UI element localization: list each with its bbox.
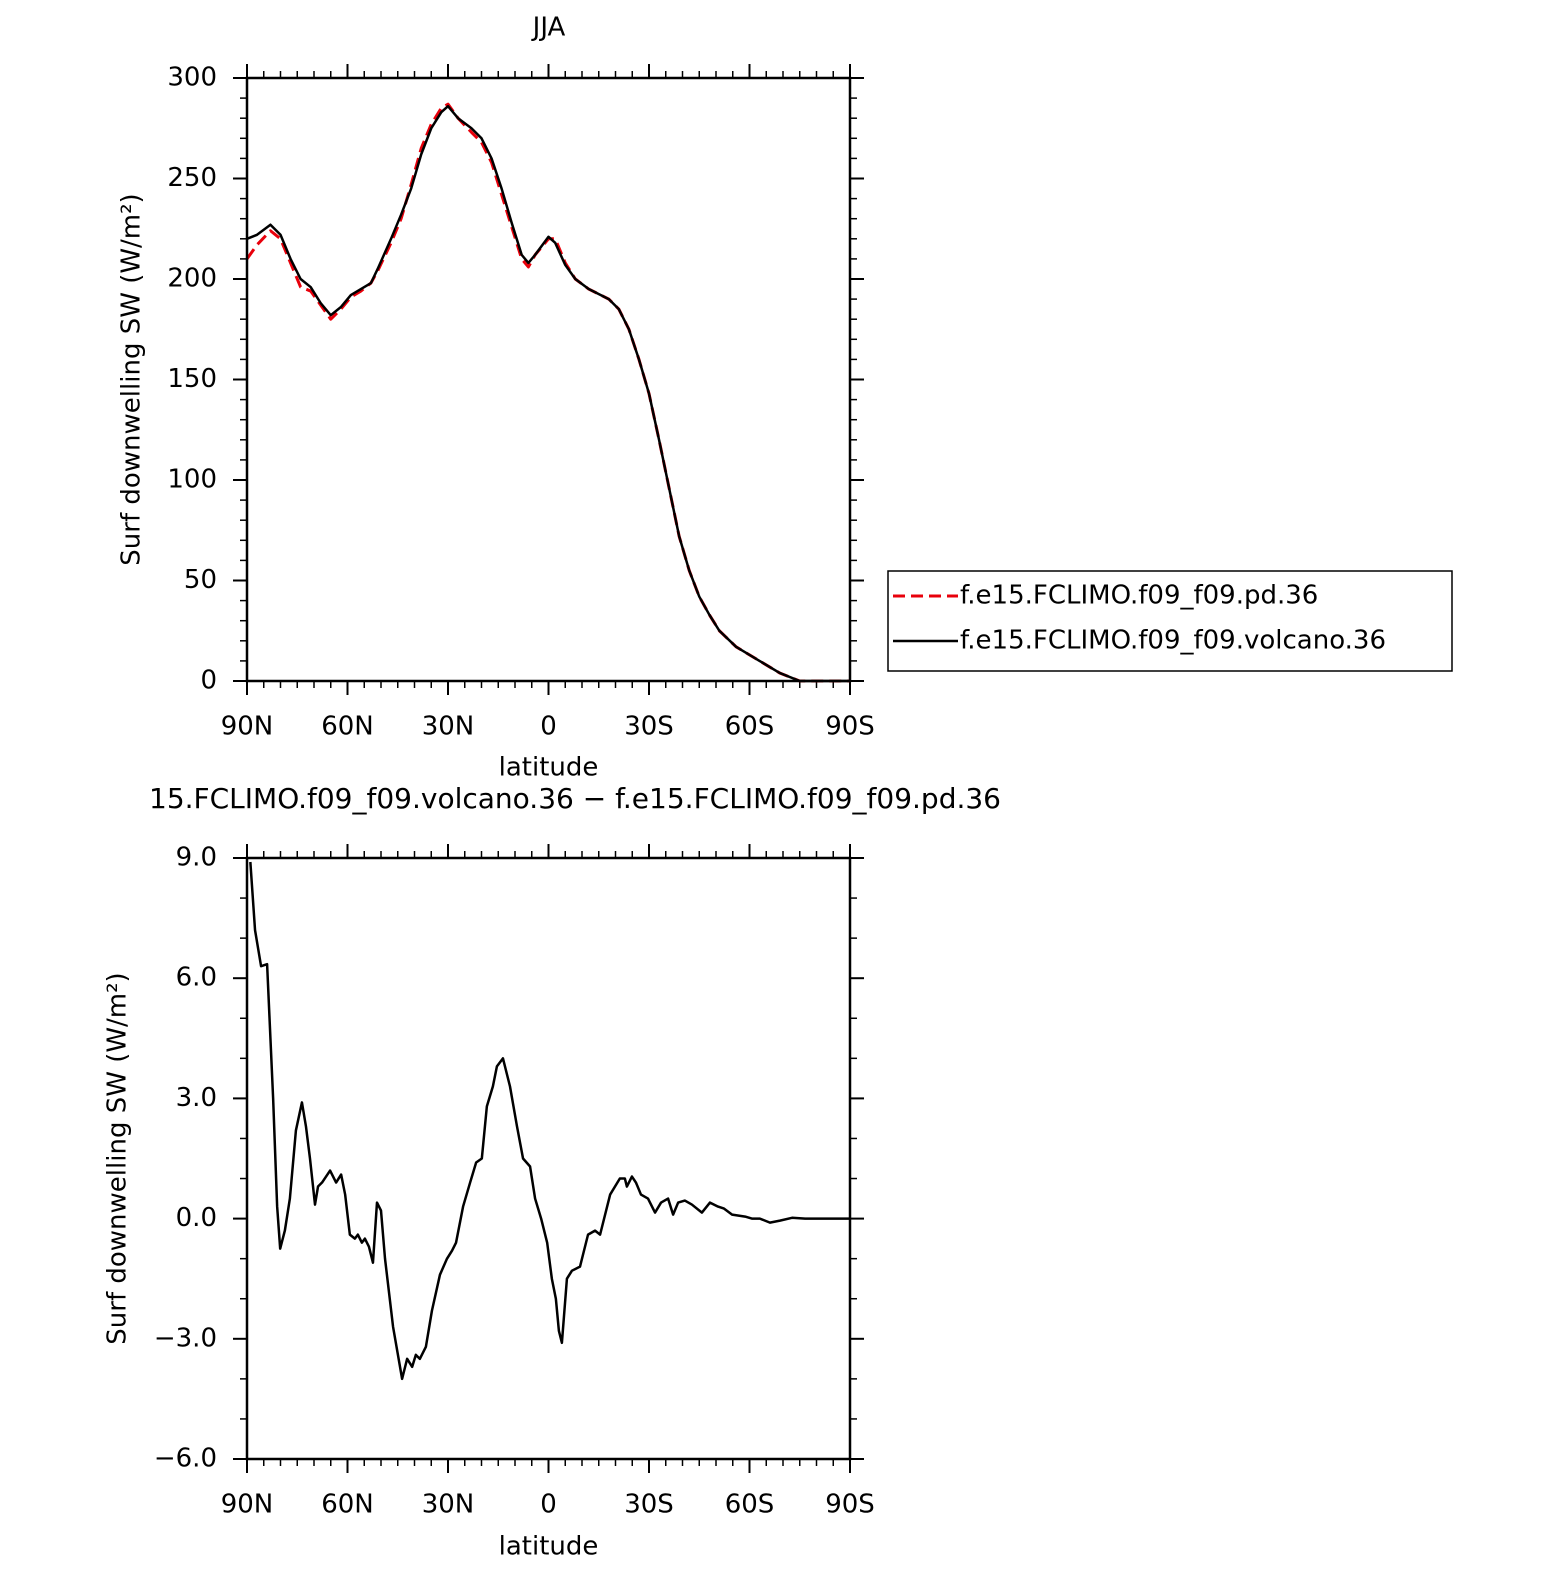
- y-tick-label: 250: [167, 163, 217, 193]
- plot-frame: [245, 76, 852, 683]
- x-tick-label: 60N: [321, 712, 374, 742]
- y-tick-label: 200: [167, 264, 217, 294]
- x-tick-label: 30N: [422, 712, 475, 742]
- x-tick-label: 30S: [624, 712, 674, 742]
- x-tick-label: 90N: [221, 1490, 274, 1520]
- y-tick-label: −6.0: [154, 1444, 217, 1474]
- y-axis-label: Surf downwelling SW (W/m²): [117, 193, 147, 565]
- x-tick-label: 90S: [825, 712, 875, 742]
- legend-box: [887, 570, 1453, 672]
- y-axis-label: Surf downwelling SW (W/m²): [103, 972, 133, 1344]
- chart-title: 15.FCLIMO.f09_f09.volcano.36 − f.e15.FCL…: [149, 782, 1001, 815]
- x-tick-label: 60S: [725, 712, 775, 742]
- legend-label: f.e15.FCLIMO.f09_f09.volcano.36: [960, 626, 1386, 656]
- y-tick-label: 3.0: [176, 1083, 217, 1113]
- x-axis-label: latitude: [499, 753, 599, 783]
- x-tick-label: 30N: [422, 1490, 475, 1520]
- y-tick-label: 0: [200, 666, 217, 696]
- legend-label: f.e15.FCLIMO.f09_f09.pd.36: [960, 581, 1318, 611]
- data-line: [245, 102, 850, 683]
- y-tick-label: 300: [167, 63, 217, 93]
- x-axis-label: latitude: [499, 1532, 599, 1562]
- y-tick-label: −3.0: [154, 1323, 217, 1353]
- x-tick-label: 30S: [624, 1490, 674, 1520]
- x-tick-label: 0: [540, 1490, 557, 1520]
- y-tick-label: 50: [184, 565, 217, 595]
- chart-title: JJA: [531, 13, 566, 43]
- plot-frame: [245, 856, 852, 1461]
- x-tick-label: 60S: [725, 1490, 775, 1520]
- data-line: [249, 861, 850, 1381]
- x-tick-label: 0: [540, 712, 557, 742]
- x-tick-label: 90N: [221, 712, 274, 742]
- x-tick-label: 60N: [321, 1490, 374, 1520]
- data-line: [246, 104, 850, 683]
- x-tick-label: 90S: [825, 1490, 875, 1520]
- y-tick-label: 9.0: [176, 843, 217, 873]
- y-tick-label: 100: [167, 465, 217, 495]
- y-tick-label: 6.0: [176, 963, 217, 993]
- legend: f.e15.FCLIMO.f09_f09.pd.36 f.e15.FCLIMO.f…: [887, 570, 1453, 672]
- y-tick-label: 150: [167, 364, 217, 394]
- y-tick-label: 0.0: [176, 1203, 217, 1233]
